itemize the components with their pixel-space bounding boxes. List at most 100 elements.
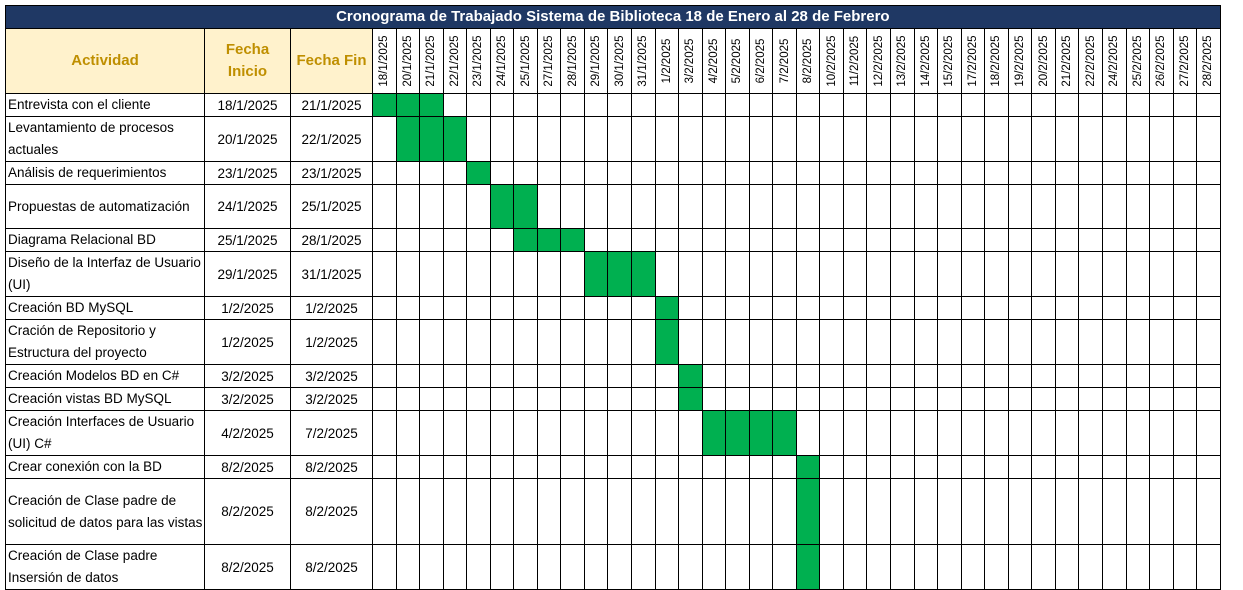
gantt-empty-cell xyxy=(866,387,892,411)
task-end-date: 31/1/2025 xyxy=(290,251,373,297)
gantt-empty-cell xyxy=(984,364,1009,388)
task-row: Creación vistas BD MySQL 3/2/2025 3/2/2025 xyxy=(5,387,1221,411)
gantt-empty-cell xyxy=(913,478,939,545)
gantt-empty-cell xyxy=(583,387,609,411)
task-end-date: 3/2/2025 xyxy=(290,364,373,388)
gantt-empty-cell xyxy=(1196,184,1221,229)
date-header: 20/2/2025 xyxy=(1031,28,1056,94)
gantt-empty-cell xyxy=(536,93,562,117)
date-label: 18/1/2025 xyxy=(378,35,391,87)
gantt-empty-cell xyxy=(1054,116,1080,162)
gantt-empty-cell xyxy=(442,184,468,229)
gantt-bar-cell xyxy=(583,251,609,297)
gantt-empty-cell xyxy=(607,544,633,590)
gantt-empty-cell xyxy=(1172,296,1198,320)
gantt-empty-cell xyxy=(1054,228,1080,252)
gantt-empty-cell xyxy=(1054,387,1080,411)
gantt-empty-cell xyxy=(419,364,444,388)
gantt-empty-cell xyxy=(795,364,821,388)
gantt-empty-cell xyxy=(1078,455,1103,479)
gantt-empty-cell xyxy=(678,410,703,456)
task-row: Propuestas de automatización 24/1/2025 25/… xyxy=(5,184,1221,229)
gantt-empty-cell xyxy=(819,364,844,388)
title-row: Cronograma de Trabajado Sistema de Bibli… xyxy=(5,5,1221,29)
gantt-empty-cell xyxy=(419,319,444,365)
date-label: 14/2/2025 xyxy=(919,35,932,87)
gantt-empty-cell xyxy=(937,296,962,320)
gantt-empty-cell xyxy=(842,364,868,388)
gantt-empty-cell xyxy=(607,455,633,479)
gantt-empty-cell xyxy=(772,228,797,252)
date-header: 4/2/2025 xyxy=(701,28,727,94)
gantt-empty-cell xyxy=(866,544,892,590)
gantt-empty-cell xyxy=(489,319,515,365)
gantt-empty-cell xyxy=(1054,93,1080,117)
gantt-empty-cell xyxy=(442,364,468,388)
gantt-empty-cell xyxy=(1031,93,1056,117)
gantt-empty-cell xyxy=(1054,319,1080,365)
gantt-empty-cell xyxy=(701,455,727,479)
gantt-empty-cell xyxy=(960,478,986,545)
date-header: 25/2/2025 xyxy=(1125,28,1151,94)
gantt-empty-cell xyxy=(748,93,774,117)
gantt-empty-cell xyxy=(1172,387,1198,411)
gantt-empty-cell xyxy=(513,296,538,320)
gantt-empty-cell xyxy=(1007,251,1033,297)
gantt-empty-cell xyxy=(1149,251,1174,297)
gantt-empty-cell xyxy=(772,93,797,117)
gantt-empty-cell xyxy=(701,93,727,117)
gantt-bar-cell xyxy=(607,251,633,297)
task-row: Crear conexión con la BD 8/2/2025 8/2/2025 xyxy=(5,455,1221,479)
gantt-empty-cell xyxy=(1196,296,1221,320)
gantt-empty-cell xyxy=(960,544,986,590)
gantt-empty-cell xyxy=(654,387,680,411)
gantt-empty-cell xyxy=(725,251,750,297)
gantt-empty-cell xyxy=(1101,228,1127,252)
gantt-empty-cell xyxy=(1101,387,1127,411)
gantt-empty-cell xyxy=(984,161,1009,185)
gantt-empty-cell xyxy=(395,296,421,320)
gantt-empty-cell xyxy=(819,478,844,545)
gantt-empty-cell xyxy=(1172,184,1198,229)
gantt-empty-cell xyxy=(1031,319,1056,365)
gantt-empty-cell xyxy=(937,184,962,229)
gantt-empty-cell xyxy=(395,251,421,297)
task-end-date: 1/2/2025 xyxy=(290,296,373,320)
gantt-empty-cell xyxy=(842,544,868,590)
gantt-bar-cell xyxy=(654,296,680,320)
task-start-date: 18/1/2025 xyxy=(204,93,291,117)
gantt-empty-cell xyxy=(890,364,915,388)
gantt-empty-cell xyxy=(937,364,962,388)
gantt-empty-cell xyxy=(442,93,468,117)
gantt-empty-cell xyxy=(890,296,915,320)
gantt-empty-cell xyxy=(725,387,750,411)
gantt-empty-cell xyxy=(583,319,609,365)
gantt-empty-cell xyxy=(819,161,844,185)
task-name: Creación Interfaces de Usuario (UI) C# xyxy=(5,410,205,456)
header-start-date: Fecha Inicio xyxy=(204,28,291,94)
date-header: 8/2/2025 xyxy=(795,28,821,94)
gantt-empty-cell xyxy=(678,478,703,545)
gantt-empty-cell xyxy=(513,455,538,479)
gantt-bar-cell xyxy=(772,410,797,456)
task-name: Creación de Clase padre Insersión de dat… xyxy=(5,544,205,590)
gantt-empty-cell xyxy=(1007,296,1033,320)
gantt-empty-cell xyxy=(489,387,515,411)
gantt-empty-cell xyxy=(489,544,515,590)
gantt-empty-cell xyxy=(1031,296,1056,320)
gantt-empty-cell xyxy=(631,364,656,388)
date-label: 20/1/2025 xyxy=(401,35,414,87)
gantt-table: Cronograma de Trabajado Sistema de Bibli… xyxy=(5,5,1221,590)
gantt-empty-cell xyxy=(1149,544,1174,590)
gantt-empty-cell xyxy=(842,251,868,297)
gantt-empty-cell xyxy=(842,387,868,411)
gantt-bar-cell xyxy=(395,116,421,162)
date-header: 17/2/2025 xyxy=(960,28,986,94)
gantt-empty-cell xyxy=(395,184,421,229)
gantt-empty-cell xyxy=(395,319,421,365)
gantt-empty-cell xyxy=(984,544,1009,590)
gantt-empty-cell xyxy=(1031,228,1056,252)
gantt-empty-cell xyxy=(607,116,633,162)
task-row: Creación Interfaces de Usuario (UI) C# 4/… xyxy=(5,410,1221,456)
gantt-empty-cell xyxy=(984,455,1009,479)
